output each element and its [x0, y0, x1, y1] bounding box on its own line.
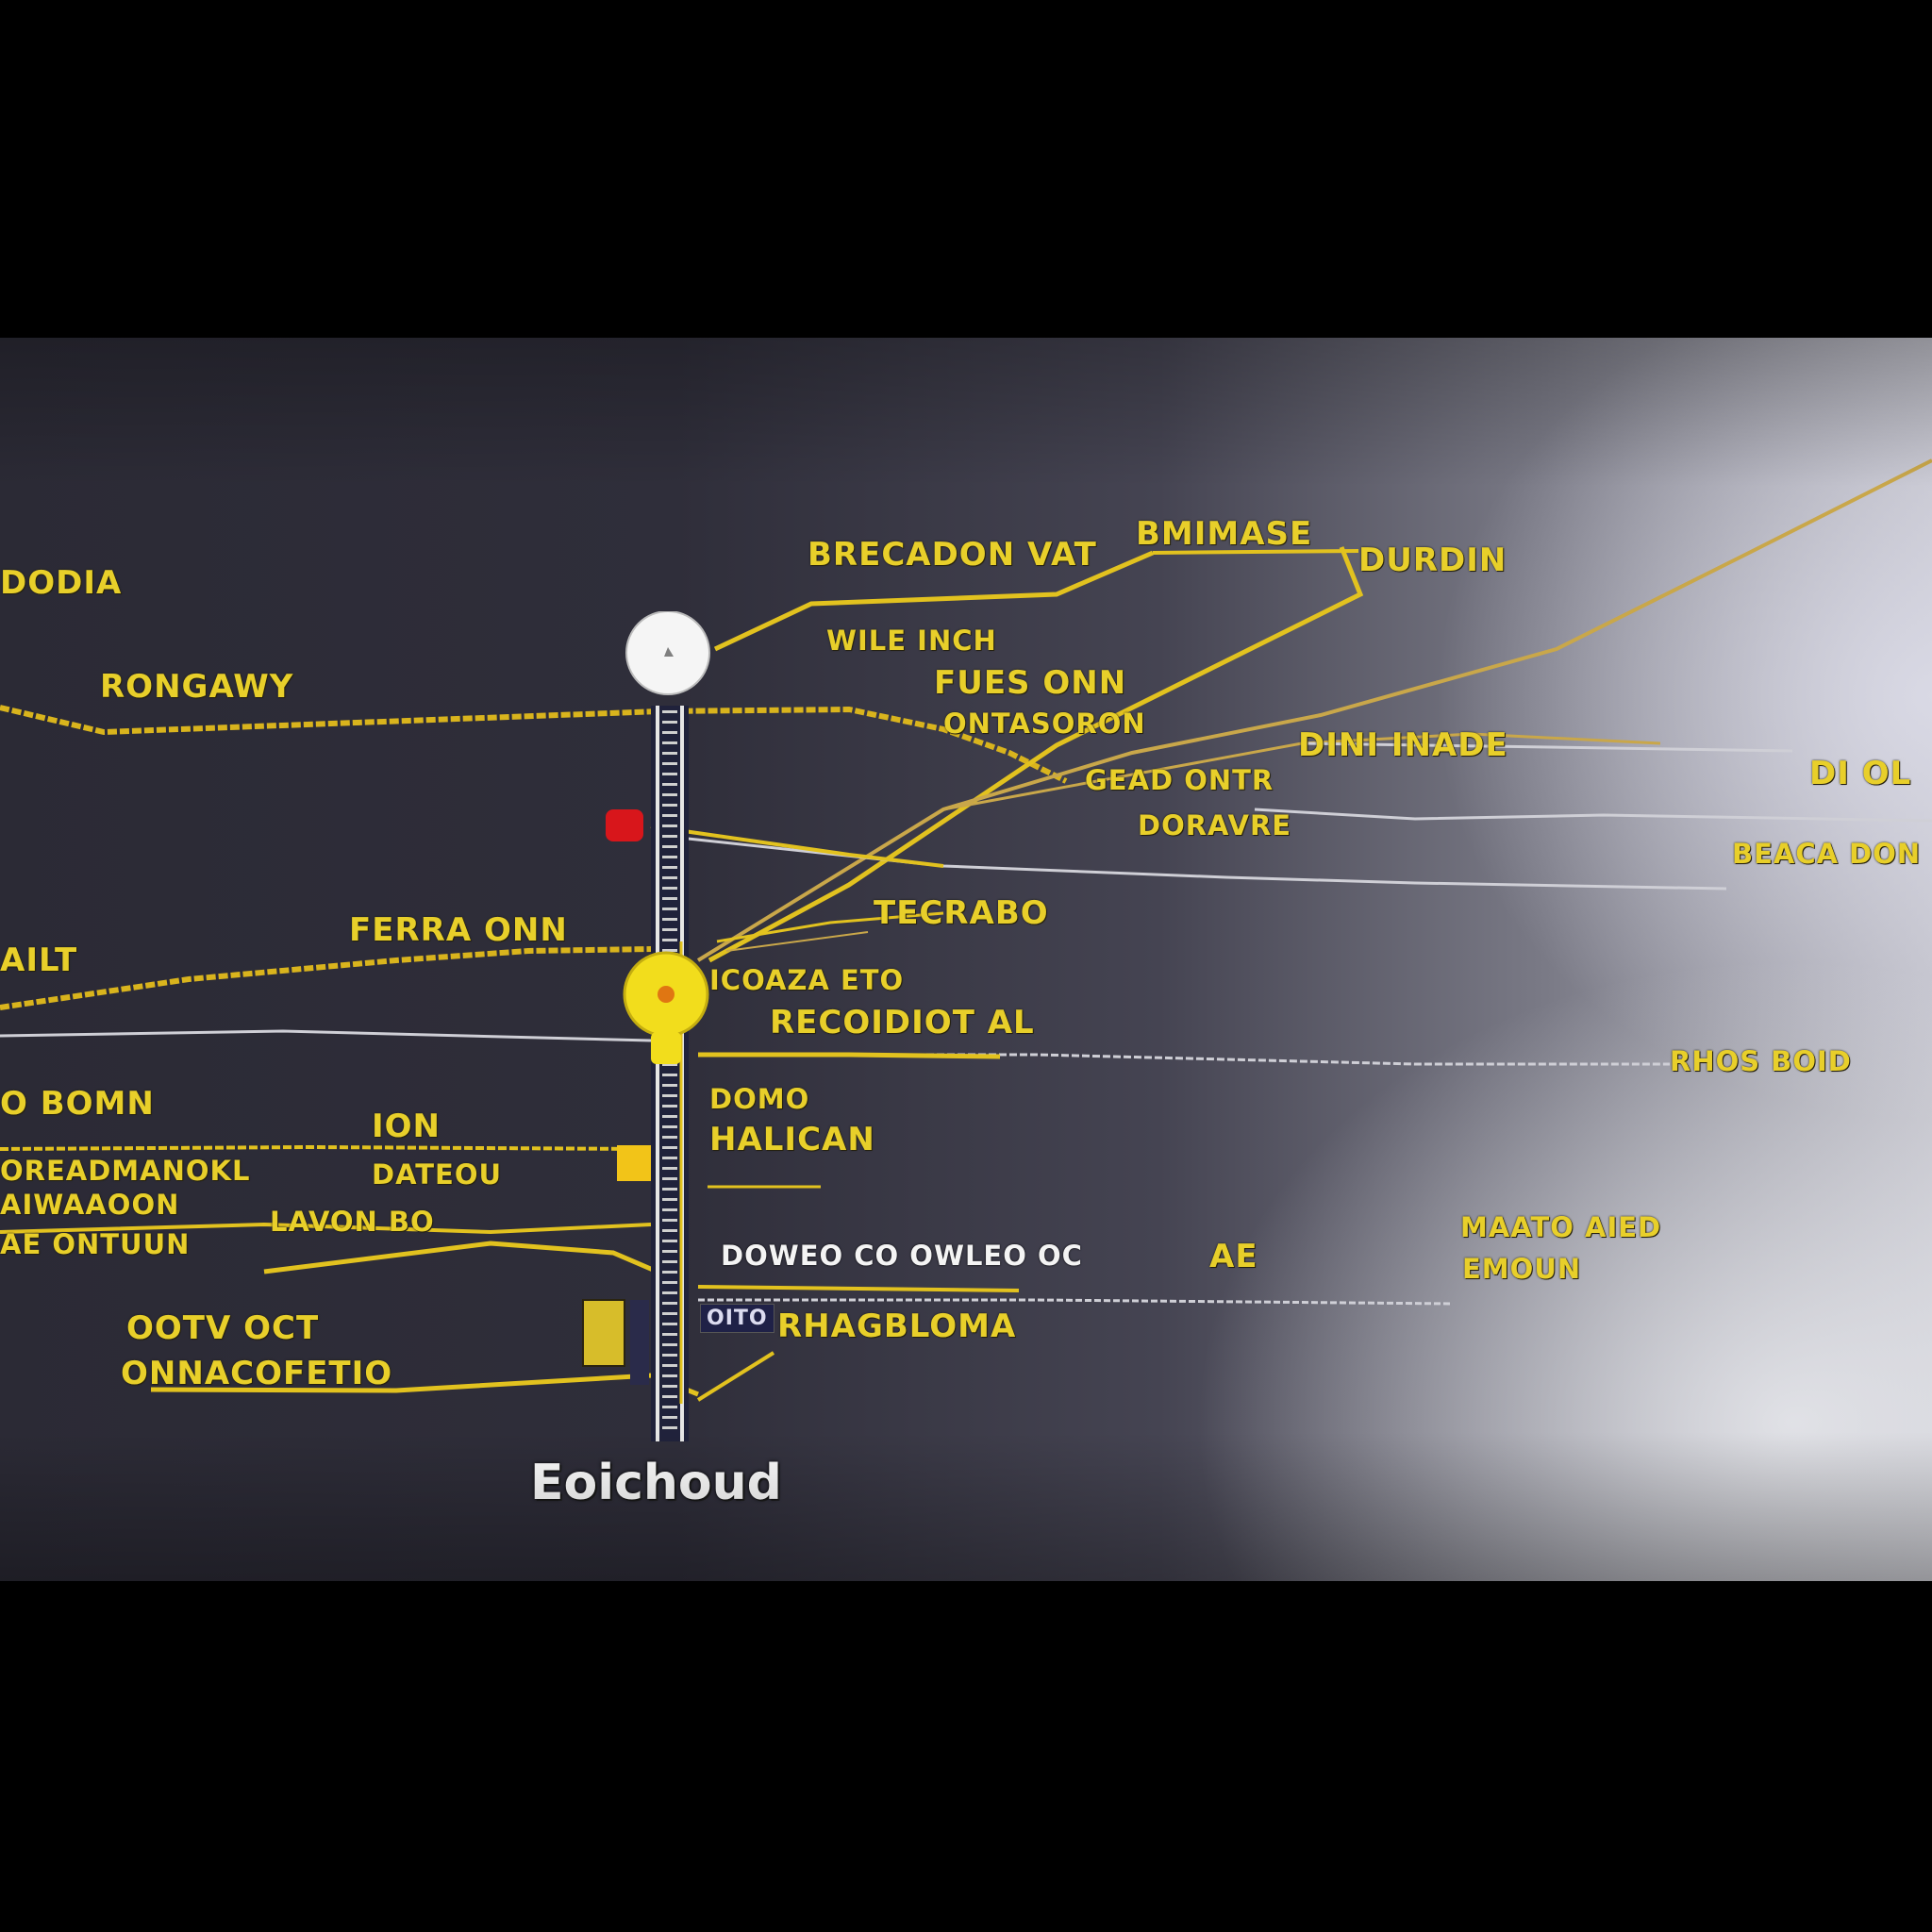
building-block-2: [630, 1300, 649, 1385]
label-oreadman: OREADMANOKL: [0, 1155, 251, 1187]
yellow-location-pin[interactable]: [619, 951, 713, 1074]
label-dini-inade: DINI INADE: [1298, 726, 1508, 764]
white-location-pin[interactable]: [621, 611, 715, 706]
road-tecrabo: [725, 931, 869, 952]
road-icoaza: [716, 911, 944, 943]
label-rhagbloma: RHAGBLOMA: [777, 1307, 1017, 1345]
label-ae-ontuun: AE ONTUUN: [0, 1228, 191, 1260]
label-top-left: DODIA: [0, 564, 123, 602]
label-lavon-bo: LAVON BO: [270, 1206, 435, 1238]
yellow-square-marker[interactable]: [615, 1140, 662, 1187]
label-doravre: DORAVRE: [1138, 809, 1292, 841]
label-o-bom: O BOMN: [0, 1085, 155, 1123]
label-maato: MAATO AIED: [1460, 1211, 1662, 1243]
label-ontasoron: ONTASORON: [943, 708, 1146, 740]
label-white-street: DOWEO CO OWLEO OC: [721, 1240, 1083, 1272]
label-fuesonn: FUES ONN: [934, 664, 1127, 702]
red-marker[interactable]: [604, 808, 647, 845]
label-recoidiot: RECOIDIOT AL: [770, 1004, 1035, 1041]
road-aiwa: [0, 1029, 652, 1042]
road-lavon: [0, 1222, 652, 1235]
label-ion: ION: [372, 1108, 441, 1145]
label-emoun: EMOUN: [1462, 1253, 1582, 1285]
label-wileinch: WILE INCH: [826, 625, 997, 657]
label-onnacofetio: ONNACOFETIO: [121, 1355, 393, 1392]
road-brecadon: [713, 550, 1154, 652]
label-di-ol: DI OL: [1809, 755, 1912, 792]
road-rhagbloma: [696, 1351, 775, 1402]
label-bmimase: BMIMASE: [1136, 515, 1313, 553]
road-network: [0, 458, 1932, 1441]
label-ae: AE: [1209, 1238, 1258, 1275]
label-icoaza-eto: ICOAZA ETO: [709, 964, 905, 996]
road-white-street-2: [697, 1285, 1020, 1292]
road-ferra: [0, 946, 652, 1010]
label-tecrabo: TECRABO: [874, 894, 1049, 932]
label-beaca-don: BEACA DON: [1732, 838, 1922, 870]
label-geadcontr: GEAD ONTR: [1085, 764, 1274, 796]
road-oread: [0, 1144, 652, 1151]
label-rhos-boid: RHOS BOID: [1670, 1045, 1852, 1077]
road-rongawy: [0, 705, 1068, 784]
label-brecadon: BRECADON VAT: [808, 536, 1097, 574]
road-light-3: [1254, 808, 1932, 823]
label-dateou: DATEOU: [372, 1158, 503, 1191]
label-aiwaaon: AIWAAOON: [0, 1189, 180, 1221]
road-number-tag: OITO: [700, 1304, 774, 1333]
road-durdin-diagonal: [708, 546, 1364, 963]
label-ailt: AILT: [0, 941, 78, 979]
road-durdin-connector: [1152, 549, 1359, 555]
label-durom: DURDIN: [1358, 541, 1507, 579]
road-northeast-2: [942, 732, 1661, 811]
label-rongawy: RONGAWY: [100, 668, 294, 706]
building-block: [582, 1299, 625, 1367]
label-ootv-oct: OOTV OCT: [126, 1309, 320, 1347]
road-light-2: [678, 836, 1727, 891]
label-halican: HALICAN: [709, 1121, 875, 1158]
label-footer-place: Eoichoud: [530, 1455, 782, 1511]
road-red-connector: [650, 824, 944, 868]
road-white-street: [698, 1298, 1454, 1306]
road-recoid: [698, 1052, 1001, 1059]
label-domo: DOMO: [709, 1083, 810, 1115]
road-ae-ontuun: [263, 1241, 680, 1284]
map-view[interactable]: DODIA RONGAWY BRECADON VAT BMIMASE DURDI…: [0, 338, 1932, 1581]
road-light-1: [1301, 741, 1793, 753]
label-ferra-onn: FERRA ONN: [349, 911, 568, 949]
